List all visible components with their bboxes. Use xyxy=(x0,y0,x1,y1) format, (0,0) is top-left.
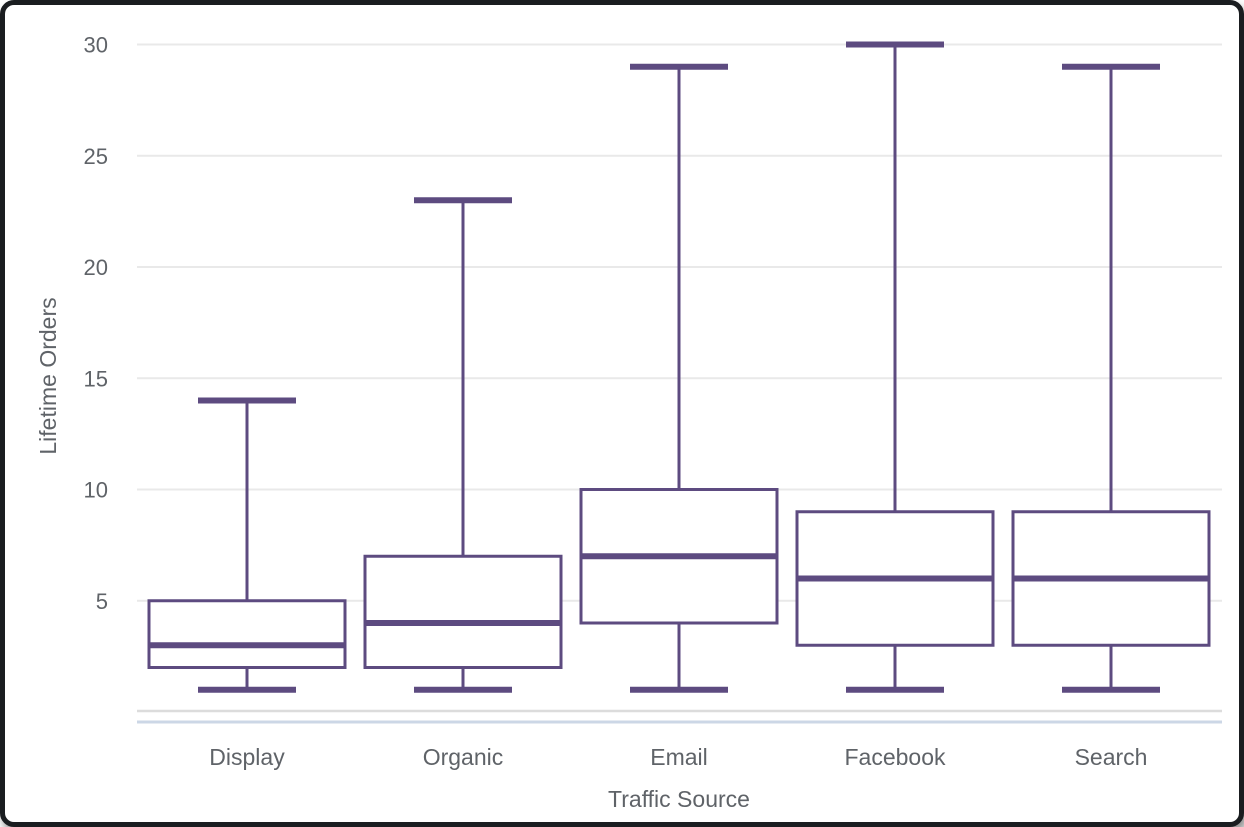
x-axis-category-label: Display xyxy=(209,744,285,770)
iqr-box[interactable] xyxy=(363,554,563,669)
boxplot-series xyxy=(147,41,1211,693)
y-tick-label: 20 xyxy=(84,255,108,280)
iqr-box[interactable] xyxy=(147,599,347,669)
x-axis-category-label: Organic xyxy=(423,744,504,770)
x-axis-category-labels: Display Organic Email Facebook Search xyxy=(209,744,1147,770)
x-axis-category-label: Email xyxy=(650,744,708,770)
y-tick-label: 10 xyxy=(84,478,108,503)
boxplot-email[interactable] xyxy=(579,63,779,693)
y-tick-labels: 5 10 15 20 25 30 xyxy=(84,33,108,614)
y-tick-label: 5 xyxy=(96,589,108,614)
y-axis-title: Lifetime Orders xyxy=(35,297,61,454)
boxplot-organic[interactable] xyxy=(363,197,563,693)
x-axis-title: Traffic Source xyxy=(608,786,750,812)
boxplot-display[interactable] xyxy=(147,397,347,693)
y-tick-label: 30 xyxy=(84,33,108,58)
y-tick-label: 15 xyxy=(84,366,108,391)
x-axis-category-label: Search xyxy=(1075,744,1148,770)
boxplot-canvas: 5 10 15 20 25 30 Display Organic Email Facebook S… xyxy=(35,33,1222,812)
boxplot-facebook[interactable] xyxy=(795,41,995,693)
y-tick-label: 25 xyxy=(84,144,108,169)
boxplot-search[interactable] xyxy=(1011,63,1211,693)
x-axis-category-label: Facebook xyxy=(844,744,946,770)
